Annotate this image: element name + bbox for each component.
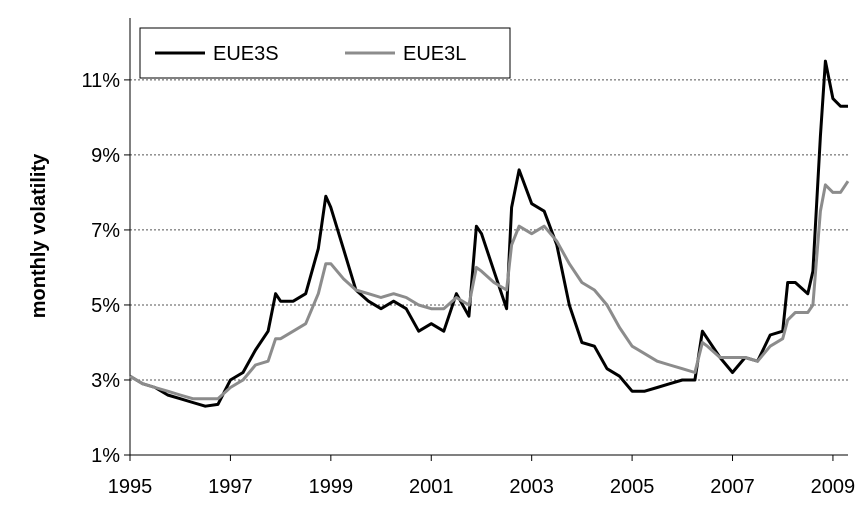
legend-label: EUE3L (403, 43, 466, 65)
y-tick-label: 9% (91, 145, 120, 167)
x-tick-label: 2007 (710, 476, 755, 498)
line (129, 180, 850, 401)
line (129, 59, 848, 408)
legend-label: EUE3S (213, 43, 279, 65)
x-tick-label: 2003 (509, 476, 554, 498)
x-tick-label: 1997 (208, 476, 253, 498)
x-tick-label: 1999 (309, 476, 354, 498)
y-tick-label: 11% (81, 70, 120, 92)
y-tick-label: 7% (91, 220, 120, 242)
y-tick-label: 3% (91, 370, 120, 392)
y-tick-label: 5% (91, 295, 120, 317)
x-tick-label: 2001 (409, 476, 454, 498)
y-axis-label: monthly volatility (28, 153, 50, 318)
y-tick-label: 1% (91, 445, 120, 467)
x-tick-label: 1995 (108, 476, 153, 498)
x-tick-label: 2005 (610, 476, 655, 498)
x-tick-label: 2009 (811, 476, 856, 498)
